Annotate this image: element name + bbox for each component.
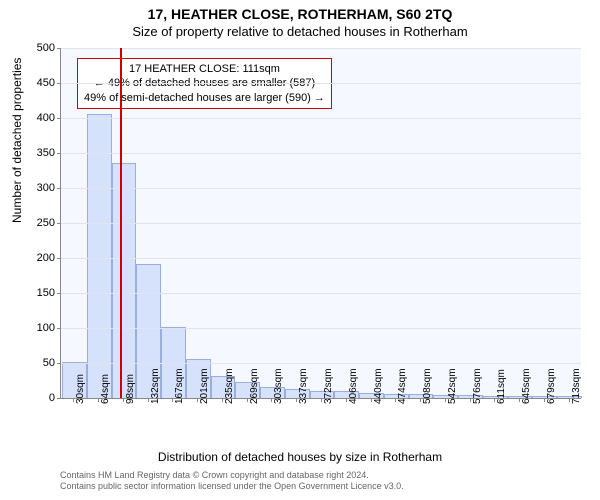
gridline xyxy=(61,188,581,189)
xtick-mark xyxy=(445,398,446,402)
ytick-label: 400 xyxy=(37,112,55,124)
xtick-label: 645sqm xyxy=(521,368,532,404)
xtick-mark xyxy=(371,398,372,402)
xtick-label: 303sqm xyxy=(273,368,284,404)
ytick-label: 350 xyxy=(37,147,55,159)
xtick-label: 30sqm xyxy=(75,374,86,404)
xtick-label: 440sqm xyxy=(373,368,384,404)
chart-title-address: 17, HEATHER CLOSE, ROTHERHAM, S60 2TQ xyxy=(0,6,600,22)
xtick-mark xyxy=(148,398,149,402)
xtick-mark xyxy=(247,398,248,402)
xtick-mark xyxy=(544,398,545,402)
attribution-line-2: Contains public sector information licen… xyxy=(60,481,590,492)
y-axis-label: Number of detached properties xyxy=(10,58,24,223)
gridline xyxy=(61,223,581,224)
xtick-label: 64sqm xyxy=(100,374,111,404)
xtick-label: 269sqm xyxy=(249,368,260,404)
plot-area: 17 HEATHER CLOSE: 111sqm← 49% of detache… xyxy=(60,48,581,399)
ytick-label: 200 xyxy=(37,252,55,264)
gridline xyxy=(61,48,581,49)
gridline xyxy=(61,153,581,154)
ytick-label: 300 xyxy=(37,182,55,194)
xtick-label: 235sqm xyxy=(224,368,235,404)
xtick-mark xyxy=(569,398,570,402)
attribution-line-1: Contains HM Land Registry data © Crown c… xyxy=(60,470,590,481)
ytick-label: 250 xyxy=(37,217,55,229)
gridline xyxy=(61,258,581,259)
xtick-label: 132sqm xyxy=(150,368,161,404)
gridline xyxy=(61,293,581,294)
ytick-label: 500 xyxy=(37,42,55,54)
xtick-label: 508sqm xyxy=(422,368,433,404)
ytick-mark xyxy=(57,398,61,399)
xtick-mark xyxy=(123,398,124,402)
xtick-label: 337sqm xyxy=(298,368,309,404)
gridline xyxy=(61,363,581,364)
xtick-label: 98sqm xyxy=(125,374,136,404)
ytick-label: 0 xyxy=(49,392,55,404)
gridline xyxy=(61,118,581,119)
xtick-label: 474sqm xyxy=(397,368,408,404)
ytick-mark xyxy=(57,83,61,84)
ytick-mark xyxy=(57,118,61,119)
chart-title-sub: Size of property relative to detached ho… xyxy=(0,24,600,39)
ytick-label: 450 xyxy=(37,77,55,89)
ytick-label: 100 xyxy=(37,322,55,334)
xtick-mark xyxy=(519,398,520,402)
ytick-mark xyxy=(57,188,61,189)
ytick-mark xyxy=(57,153,61,154)
ytick-label: 150 xyxy=(37,287,55,299)
xtick-mark xyxy=(470,398,471,402)
ytick-mark xyxy=(57,48,61,49)
xtick-mark xyxy=(420,398,421,402)
xtick-label: 542sqm xyxy=(447,368,458,404)
ytick-mark xyxy=(57,258,61,259)
xtick-label: 201sqm xyxy=(199,368,210,404)
chart-container: 17, HEATHER CLOSE, ROTHERHAM, S60 2TQ Si… xyxy=(0,0,600,500)
gridline xyxy=(61,328,581,329)
bar xyxy=(87,114,112,399)
xtick-label: 372sqm xyxy=(323,368,334,404)
xtick-mark xyxy=(98,398,99,402)
x-axis-label: Distribution of detached houses by size … xyxy=(0,450,600,464)
xtick-label: 713sqm xyxy=(571,368,582,404)
gridline xyxy=(61,83,581,84)
attribution-text: Contains HM Land Registry data © Crown c… xyxy=(60,470,590,492)
xtick-label: 167sqm xyxy=(174,368,185,404)
ytick-mark xyxy=(57,293,61,294)
xtick-label: 406sqm xyxy=(348,368,359,404)
xtick-label: 679sqm xyxy=(546,368,557,404)
ytick-mark xyxy=(57,223,61,224)
ytick-label: 50 xyxy=(43,357,55,369)
ytick-mark xyxy=(57,363,61,364)
xtick-label: 611sqm xyxy=(496,369,507,404)
xtick-mark xyxy=(346,398,347,402)
xtick-mark xyxy=(222,398,223,402)
xtick-label: 576sqm xyxy=(472,368,483,404)
ytick-mark xyxy=(57,328,61,329)
marker-line xyxy=(120,48,122,398)
xtick-mark xyxy=(321,398,322,402)
